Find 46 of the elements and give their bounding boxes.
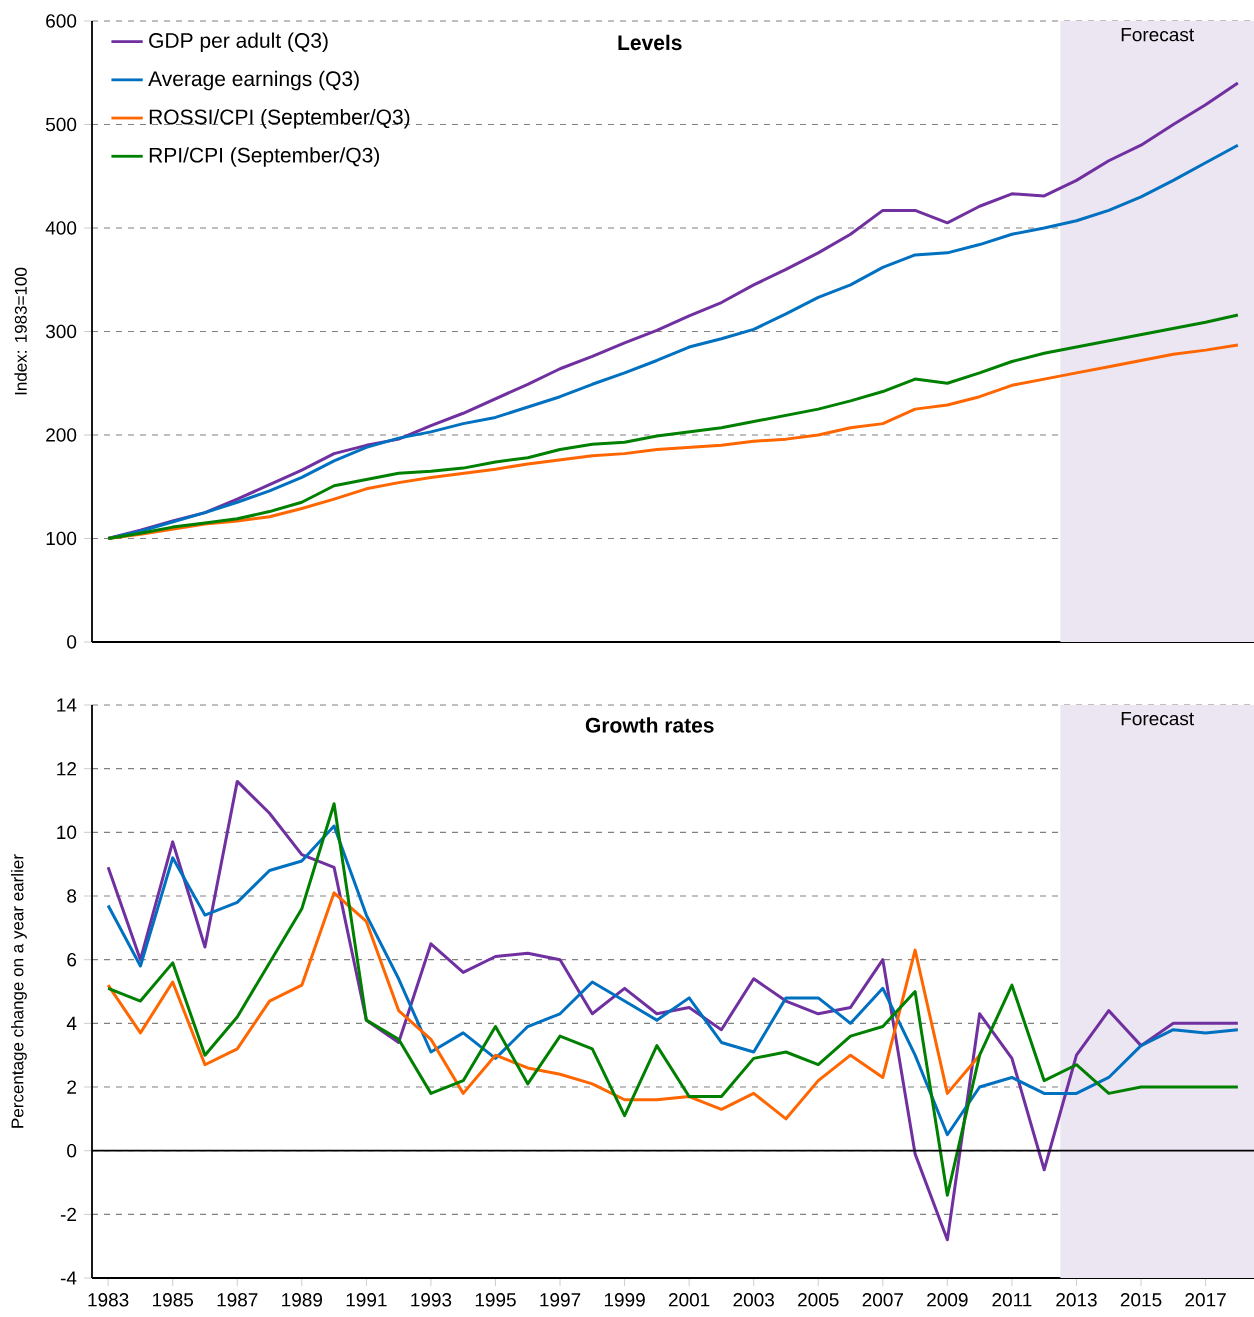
y-tick-label: 600 — [46, 14, 77, 28]
legend-label: GDP per adult (Q3) — [149, 32, 328, 53]
y-tick-label: 0 — [67, 1143, 77, 1158]
x-tick-label: 2007 — [862, 1293, 903, 1307]
band-label: Forecast — [1121, 28, 1194, 42]
y-tick-label: 0 — [67, 635, 77, 649]
x-tick-label: 2005 — [798, 1293, 839, 1307]
legend-label: ROSSI/CPI (September/Q3) — [149, 108, 410, 129]
y-tick-label: 14 — [57, 698, 77, 712]
chart-title: Growth rates — [585, 717, 714, 733]
line-series — [106, 824, 1240, 1137]
x-tick-label: 2015 — [1120, 1293, 1162, 1307]
y-tick-label: 200 — [46, 428, 77, 442]
y-tick-label: 2 — [67, 1080, 76, 1094]
y-tick-label: 8 — [67, 889, 77, 903]
y-tick-label: 500 — [45, 117, 77, 132]
y-tick-label: -4 — [60, 1271, 77, 1285]
y-axis-title: Index: 1983=100 — [14, 267, 27, 395]
x-tick-label: 1985 — [153, 1293, 194, 1307]
x-tick-label: 2009 — [927, 1293, 968, 1307]
x-tick-label: 1991 — [346, 1293, 387, 1307]
x-tick-label: 1995 — [475, 1293, 516, 1307]
y-tick-label: 100 — [46, 531, 77, 546]
x-tick-label: 2003 — [733, 1293, 774, 1307]
y-tick-label: 10 — [57, 825, 77, 840]
y-tick-label: 300 — [45, 324, 77, 339]
y-tick-label: -2 — [60, 1207, 76, 1221]
x-tick-label: 2017 — [1185, 1293, 1226, 1307]
legend-label: RPI/CPI (September/Q3) — [149, 147, 380, 167]
y-tick-label: 400 — [45, 221, 77, 235]
x-tick-label: 1993 — [411, 1293, 452, 1307]
x-tick-label: 1999 — [604, 1293, 645, 1307]
x-tick-label: 1987 — [217, 1293, 258, 1307]
x-tick-label: 1997 — [540, 1293, 581, 1307]
band-label: Forecast — [1121, 712, 1194, 726]
x-tick-label: 1983 — [88, 1293, 129, 1307]
y-tick-label: 4 — [66, 1016, 77, 1030]
x-tick-label: 2001 — [668, 1293, 710, 1307]
x-tick-label: 1989 — [282, 1293, 323, 1307]
x-tick-label: 2011 — [992, 1293, 1032, 1307]
legend-label: Average earnings (Q3) — [148, 70, 359, 91]
y-tick-label: 12 — [57, 762, 76, 776]
y-axis-title: Percentage change on a year earlier — [10, 854, 27, 1128]
text: Levels — [618, 34, 682, 51]
y-tick-label: 6 — [67, 952, 77, 967]
x-tick-label: 2013 — [1056, 1293, 1097, 1307]
